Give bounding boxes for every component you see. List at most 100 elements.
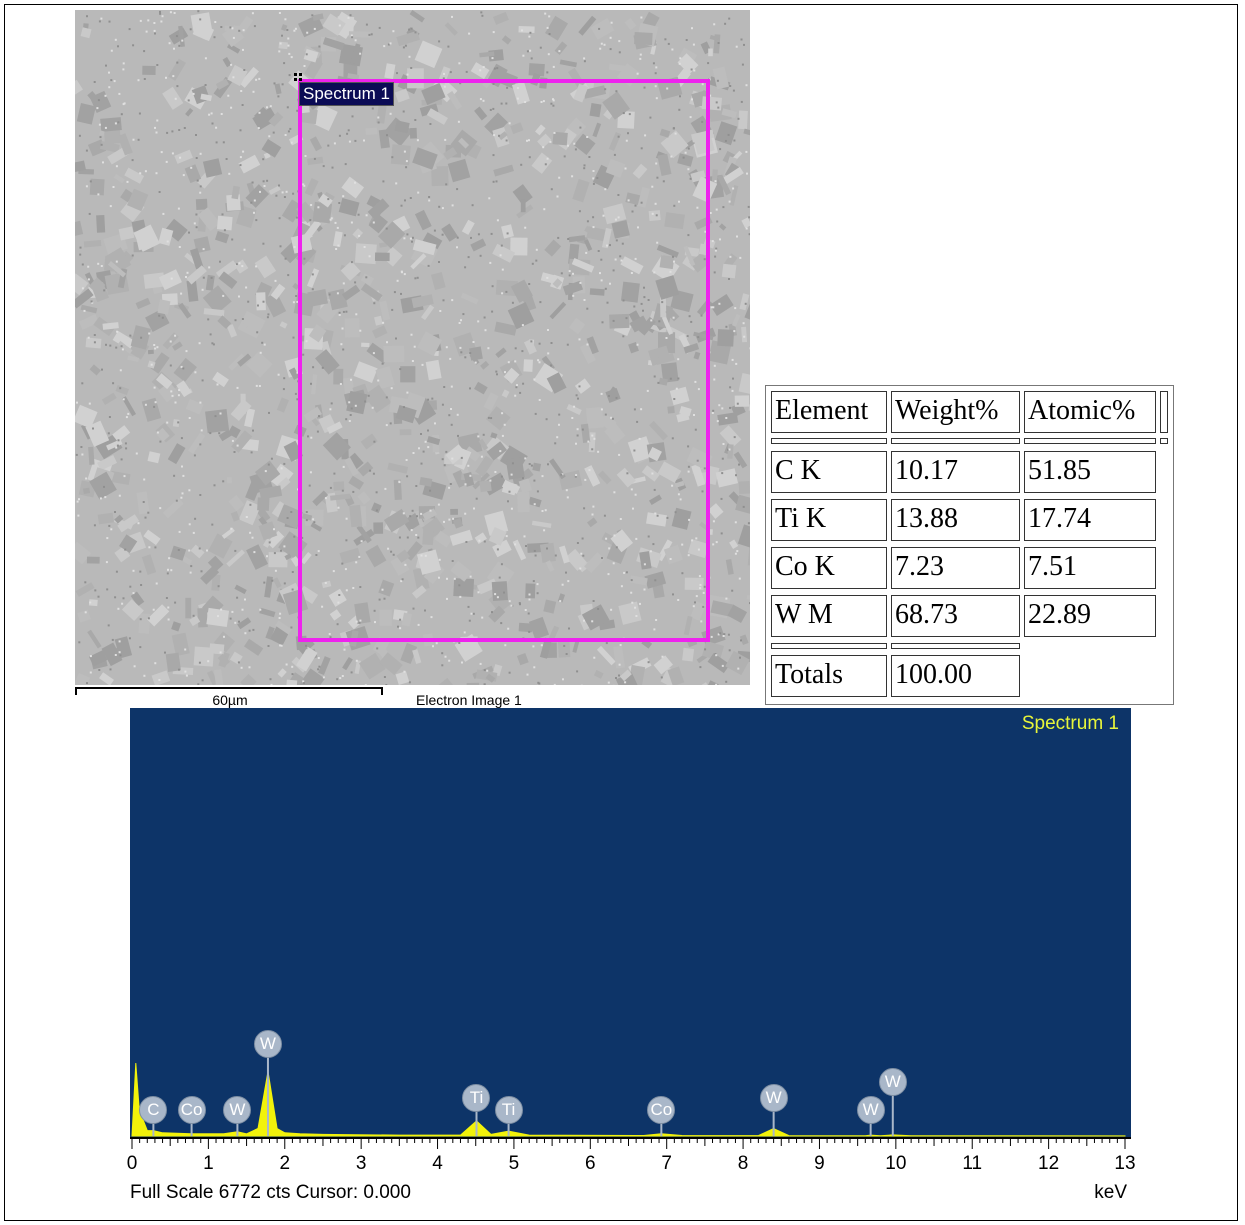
grain — [550, 364, 552, 367]
grain — [280, 549, 282, 552]
grain — [165, 652, 181, 673]
grain — [96, 215, 106, 233]
grain — [318, 656, 331, 676]
grain — [188, 549, 191, 552]
grain — [236, 596, 239, 599]
grain — [137, 79, 140, 82]
grain — [158, 191, 161, 193]
grain — [266, 106, 268, 109]
grain — [714, 255, 717, 258]
spectrum-plot-area[interactable] — [130, 708, 1131, 1138]
peak-marker[interactable]: C — [139, 1096, 168, 1124]
grain — [583, 619, 585, 622]
grain — [198, 342, 201, 345]
grain — [526, 673, 529, 676]
grain — [330, 402, 333, 405]
grain — [404, 563, 407, 566]
grain — [166, 572, 169, 575]
grain — [738, 480, 750, 495]
grain — [281, 83, 284, 86]
grain — [528, 496, 542, 508]
grain — [104, 94, 107, 97]
grain — [414, 209, 432, 231]
spectrum-roi-box[interactable] — [298, 79, 710, 642]
grain — [689, 177, 692, 180]
peak-marker[interactable]: W — [223, 1096, 252, 1124]
grain — [89, 364, 101, 376]
grain — [617, 216, 620, 219]
grain — [480, 11, 483, 14]
grain — [583, 167, 586, 170]
grain — [177, 394, 180, 397]
grain — [189, 615, 201, 627]
peak-marker[interactable]: Ti — [494, 1096, 523, 1124]
grain — [396, 279, 399, 282]
grain — [329, 218, 332, 221]
grain — [146, 604, 170, 627]
peak-marker[interactable]: Co — [647, 1096, 676, 1124]
grain — [268, 411, 270, 414]
grain — [287, 44, 290, 47]
grain — [460, 456, 463, 459]
grain — [259, 190, 261, 193]
grain — [238, 154, 261, 174]
grain — [153, 22, 156, 24]
grain — [143, 272, 166, 289]
grain — [161, 15, 164, 18]
grain — [199, 443, 202, 446]
grain — [721, 108, 737, 119]
grain — [156, 64, 159, 66]
grain — [428, 199, 431, 202]
peak-marker[interactable]: W — [878, 1068, 907, 1096]
grain — [694, 380, 697, 383]
grain — [528, 156, 531, 159]
grain — [221, 213, 224, 216]
grain — [382, 246, 403, 267]
grain — [79, 253, 82, 256]
grain — [229, 617, 232, 620]
grain — [650, 319, 653, 322]
peak-marker[interactable]: W — [759, 1084, 788, 1112]
grain — [679, 498, 682, 501]
grain — [609, 36, 612, 39]
roi-handle-icon[interactable] — [294, 73, 302, 81]
grain — [636, 420, 639, 423]
grain — [492, 180, 495, 183]
grain — [124, 167, 145, 184]
grain — [500, 622, 503, 625]
peak-marker[interactable]: Ti — [462, 1084, 491, 1112]
grain — [633, 305, 636, 308]
grain — [445, 450, 448, 453]
grain — [412, 452, 415, 454]
grain — [547, 352, 550, 355]
grain — [495, 180, 498, 183]
grain — [272, 577, 282, 589]
grain — [414, 40, 443, 69]
grain — [720, 497, 723, 500]
peak-marker[interactable]: W — [856, 1096, 885, 1124]
grain — [179, 156, 182, 159]
grain — [484, 329, 487, 332]
grain — [193, 646, 215, 667]
grain — [287, 274, 290, 277]
grain — [691, 463, 706, 487]
spectrum-panel[interactable]: Spectrum 1 0 1 2 3 4 5 6 7 8 9 10 11 12 13 C Co W W Ti Ti C… — [127, 708, 1136, 1208]
grain — [713, 364, 716, 367]
grain — [105, 64, 107, 67]
grain — [424, 609, 426, 612]
grain — [129, 585, 132, 588]
grain — [199, 401, 202, 404]
grain — [122, 103, 125, 106]
grain — [425, 359, 442, 381]
grain — [724, 22, 727, 25]
grain — [378, 579, 395, 597]
grain — [552, 131, 568, 146]
grain — [508, 122, 511, 125]
grain — [358, 652, 386, 680]
grain — [628, 113, 631, 116]
grain — [269, 678, 272, 681]
peak-marker[interactable]: Co — [177, 1096, 206, 1124]
grain — [322, 165, 325, 168]
peak-marker[interactable]: W — [253, 1030, 282, 1058]
grain — [115, 446, 118, 449]
